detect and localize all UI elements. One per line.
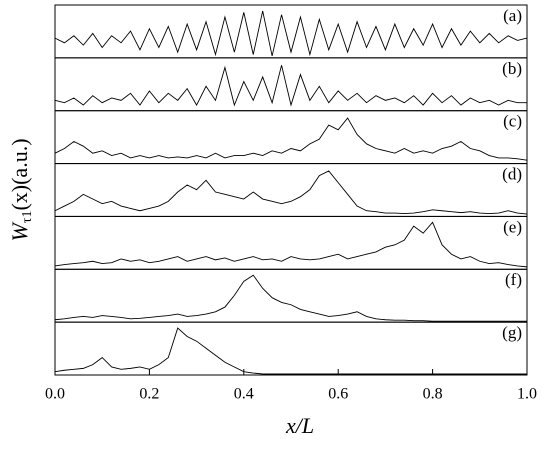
panel-label: (d)	[502, 164, 522, 183]
panel-label: (f)	[505, 270, 522, 289]
y-label-main: W	[7, 222, 32, 242]
panel-frame	[54, 268, 528, 323]
signal-line	[54, 221, 528, 268]
y-label-sub: τ1	[20, 211, 35, 224]
signal-line	[54, 10, 528, 57]
y-axis-label: Wτ1(x)(a.u.)	[7, 138, 35, 241]
x-tick-label: 0.8	[423, 386, 443, 403]
panel-frame	[54, 163, 528, 217]
panel-label: (a)	[503, 6, 522, 25]
panel-frame	[54, 57, 528, 112]
x-tick-label: 0.0	[45, 386, 65, 403]
signal-line	[54, 170, 528, 215]
x-tick-label: 0.4	[234, 386, 254, 403]
panel-label: (b)	[502, 59, 522, 78]
panel-frame	[54, 215, 528, 270]
signal-line	[54, 274, 527, 322]
signal-line	[54, 65, 527, 107]
x-axis-label: x/L	[285, 413, 314, 438]
x-tick-label: 0.6	[328, 386, 348, 403]
panel-frame	[54, 321, 528, 376]
signal-line	[54, 117, 528, 161]
y-label-rest: (x)(a.u.)	[7, 138, 32, 210]
panel-label: (c)	[503, 112, 522, 131]
panel-label: (g)	[502, 323, 522, 342]
panel-frame	[54, 4, 528, 59]
x-tick-label: 1.0	[517, 386, 537, 403]
panel-label: (e)	[503, 217, 522, 236]
signal-line	[54, 327, 527, 375]
x-tick-label: 0.2	[139, 386, 159, 403]
